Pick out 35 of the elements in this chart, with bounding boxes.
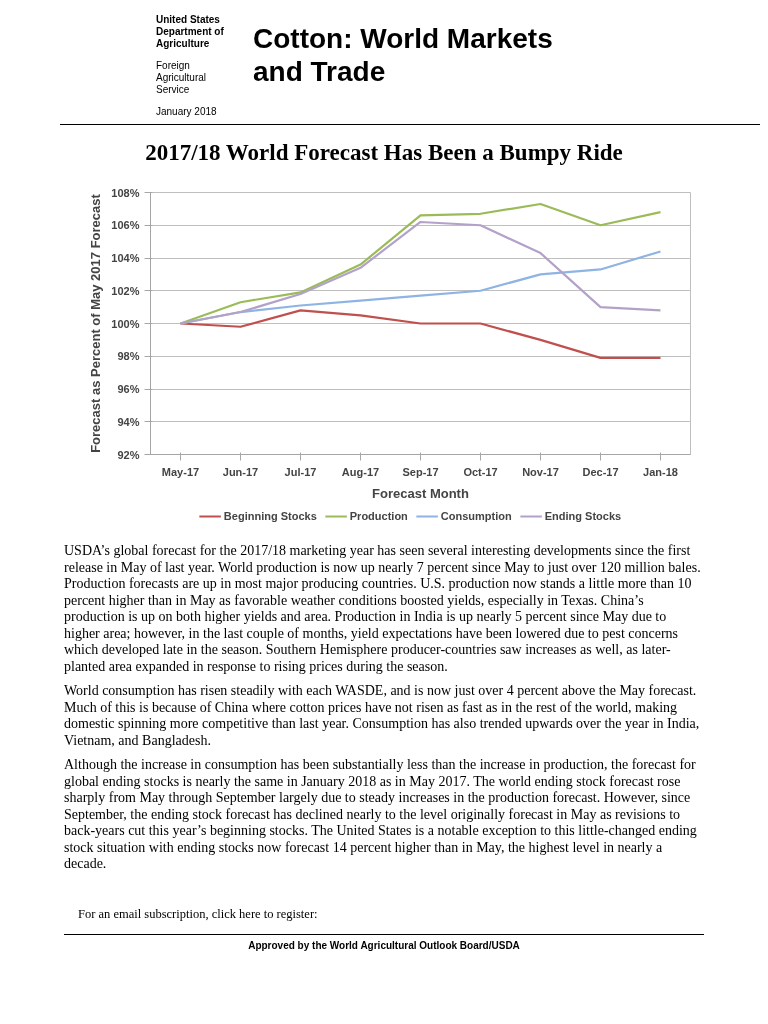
x-tick-label: Jan-18 xyxy=(643,465,678,478)
line-series xyxy=(179,309,662,359)
text: USDA’s global forecast for the 2017/18 marketing year has seen several interesting developments since the first release in May of last year. World production is now up nearly 7 percent since May to just over 120 million bales. Production forecasts are up in most major producing countries. U.S. production now stands a little more than 10 percent higher than in May as favorable weather conditions boosted yields, especially in Texas. China’s production is up on both higher yields and area. Production in India is up nearly 5 percent since May due to higher area; however, in the last couple of months, yield expectations have been lowered due to pest concerns which developed late in the season. Southern Hemisphere producer-countries saw increases as well, as later-planted area expanded in response to rising prices during the season. xyxy=(64,543,702,675)
x-tick-label: Sep-17 xyxy=(402,465,439,478)
text: January 2018 xyxy=(156,105,217,119)
text: United States Department of Agriculture xyxy=(156,14,225,50)
x-tick-label: May-17 xyxy=(161,465,200,478)
y-tick-label: 108% xyxy=(111,186,140,199)
legend-label: Beginning Stocks xyxy=(223,510,317,522)
legend-label: Consumption xyxy=(440,510,512,522)
x-axis-title: Forecast Month xyxy=(372,485,469,501)
x-tick-label: Nov-17 xyxy=(522,465,559,478)
y-tick-label: 104% xyxy=(111,252,140,264)
text: For an email subscription, click here to register: xyxy=(78,906,318,923)
y-tick-label: 92% xyxy=(117,448,140,461)
x-tick-label: Jul-17 xyxy=(284,465,317,478)
y-tick-label: 96% xyxy=(117,383,140,395)
legend-label: Ending Stocks xyxy=(544,510,622,522)
chart-title: 2017/18 World Forecast Has Been a Bumpy Ride xyxy=(144,139,624,167)
x-tick-label: Dec-17 xyxy=(582,465,619,478)
y-tick-label: 100% xyxy=(111,317,140,330)
x-tick-label: Jun-17 xyxy=(222,465,259,478)
y-axis-title: Forecast as Percent of May 2017 Forecast xyxy=(88,193,104,453)
text: Although the increase in consumption has been substantially less than the increase in production, the forecast for global ending stocks is nearly the same in January 2018 as in May 2017. The world ending stock forecast rose sharply from May through September largely due to steady increases in the production forecast. However, since September, the ending stock forecast has declined nearly to the level originally forecast in May as revisions to back-years cut this year’s beginning stocks. The United States is a notable exception to this little-changed ending stock situation with ending stocks now forecast 14 percent higher than in May, the highest level in nearly a decade. xyxy=(64,757,698,873)
text: Cotton: World Markets and Trade xyxy=(253,22,554,88)
text: Approved by the World Agricultural Outlook Board/USDA xyxy=(64,934,704,954)
x-tick-label: Aug-17 xyxy=(341,465,380,478)
legend-label: Production xyxy=(349,510,408,522)
y-tick-label: 98% xyxy=(117,350,140,363)
text: World consumption has risen steadily with each WASDE, and is now just over 4 percent above the May forecast. Much of this is because of China where cotton prices have not risen as fast as in the rest of the world, making domestic spinning more competitive than last year. Consumption has also trended upwards over the year in India, Vietnam, and Bangladesh. xyxy=(64,683,701,749)
y-tick-label: 94% xyxy=(117,415,140,428)
y-tick-label: 102% xyxy=(111,284,140,297)
y-tick-label: 106% xyxy=(111,219,140,232)
text: Foreign Agricultural Service xyxy=(156,60,208,96)
x-tick-label: Oct-17 xyxy=(463,465,498,478)
